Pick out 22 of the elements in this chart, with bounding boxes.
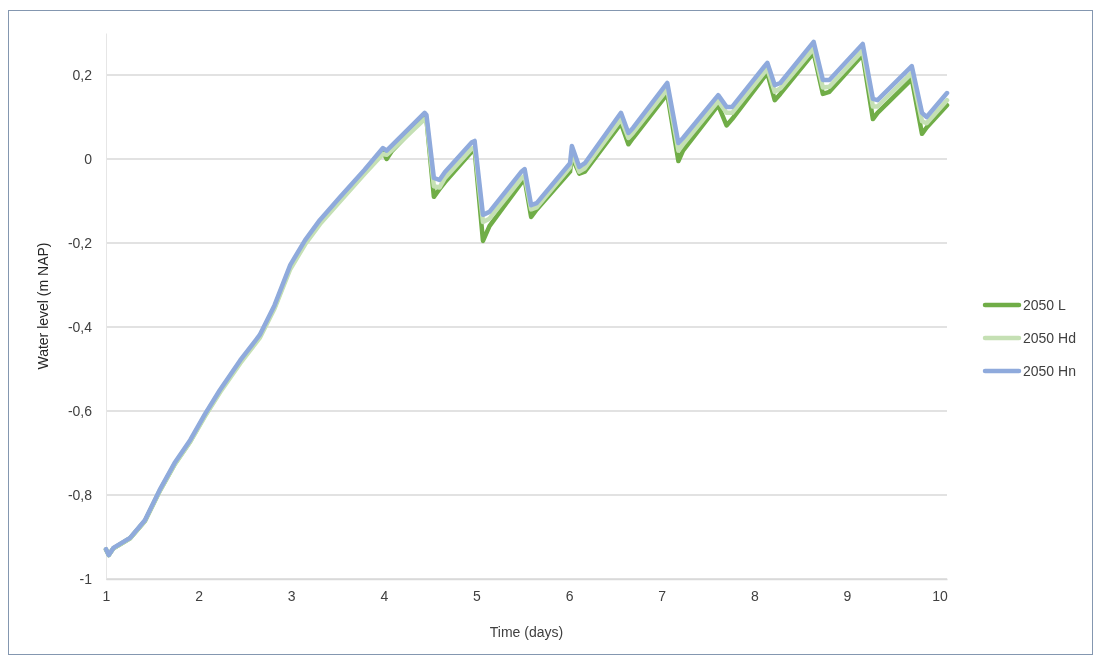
legend-label: 2050 L (1023, 297, 1067, 313)
x-tick-label: 5 (473, 587, 482, 604)
y-tick-label: -0,2 (67, 234, 93, 251)
x-tick-label: 6 (565, 587, 574, 604)
y-tick-label: -0,6 (67, 402, 93, 419)
x-tick-label: 7 (658, 587, 667, 604)
y-tick-label: -0,8 (67, 486, 93, 503)
y-axis-title: Water level (m NAP) (35, 242, 51, 370)
y-tick-label: -0,4 (67, 318, 93, 335)
x-tick-label: 1 (102, 587, 111, 604)
x-axis-title: Time (days) (489, 624, 564, 640)
x-tick-label: 10 (932, 587, 949, 604)
legend-label: 2050 Hd (1023, 330, 1076, 346)
x-tick-label: 2 (195, 587, 204, 604)
x-tick-label: 4 (380, 587, 389, 604)
y-tick-label: 0,2 (72, 66, 93, 83)
x-tick-label: 8 (750, 587, 759, 604)
y-tick-label: 0 (84, 150, 93, 167)
y-tick-label: -1 (79, 570, 93, 587)
legend-label: 2050 Hn (1023, 363, 1076, 379)
x-tick-label: 9 (843, 587, 852, 604)
x-tick-label: 3 (287, 587, 296, 604)
